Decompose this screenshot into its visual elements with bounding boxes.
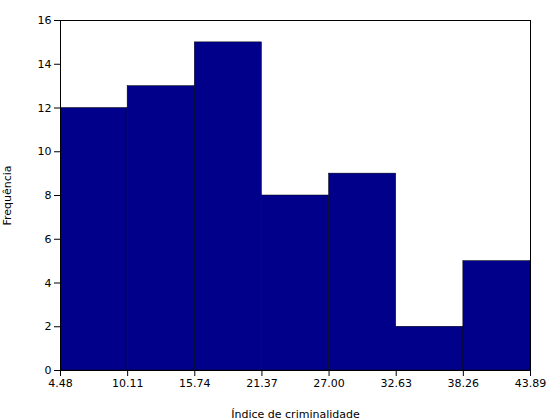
svg-text:4.48: 4.48 — [48, 377, 73, 390]
svg-text:10: 10 — [38, 145, 52, 158]
svg-text:27.00: 27.00 — [313, 377, 345, 390]
svg-text:8: 8 — [45, 189, 52, 202]
svg-text:21.37: 21.37 — [246, 377, 278, 390]
svg-text:38.26: 38.26 — [448, 377, 480, 390]
svg-text:14: 14 — [38, 58, 52, 71]
svg-text:4: 4 — [45, 277, 52, 290]
svg-text:43.89: 43.89 — [515, 377, 547, 390]
svg-text:0: 0 — [45, 364, 52, 377]
svg-text:16: 16 — [38, 14, 52, 27]
svg-text:Índice de criminalidade: Índice de criminalidade — [231, 408, 360, 420]
svg-text:12: 12 — [38, 102, 52, 115]
svg-text:6: 6 — [45, 233, 52, 246]
svg-text:Frequência: Frequência — [1, 165, 14, 225]
svg-text:15.74: 15.74 — [179, 377, 211, 390]
svg-text:10.11: 10.11 — [112, 377, 143, 390]
svg-text:32.63: 32.63 — [380, 377, 412, 390]
svg-text:2: 2 — [45, 320, 52, 333]
